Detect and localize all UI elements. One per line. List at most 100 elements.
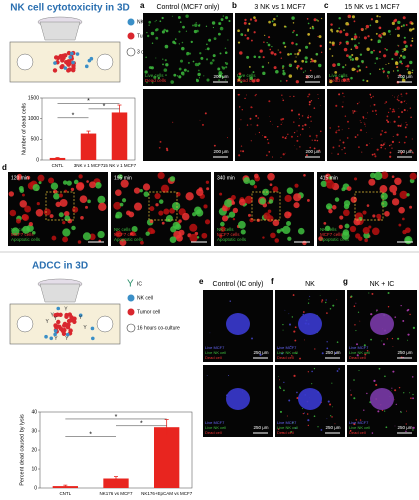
nk-cell [68,55,73,60]
cell-signal [365,66,368,69]
cell-signal [381,32,384,35]
cell-signal [356,110,358,112]
channel-label: Dead cell [349,430,366,435]
cell-signal [384,210,390,217]
cell-signal [410,22,414,25]
cell-signal [391,21,395,25]
cell-signal [406,309,409,312]
cell-signal [231,195,236,200]
panel-letter: f [271,277,274,286]
cell-signal [326,180,335,189]
cell-signal [165,147,168,150]
cell-signal [140,240,144,245]
cell-signal [397,44,399,46]
channel-label: NK cells [320,227,337,232]
cell-signal [181,73,185,76]
cell-signal [158,210,164,216]
sig-star: * [140,421,143,428]
cell-signal [281,121,283,123]
cell-signal [366,392,368,395]
cell-signal [151,81,154,84]
cell-signal [254,17,256,19]
cell-signal [359,120,361,122]
cell-signal [203,75,205,77]
cell-signal [289,52,293,56]
cell-signal [248,66,251,68]
cell-signal [246,36,250,40]
cell-signal [190,40,193,44]
cell-signal [376,309,378,312]
cell-signal [318,35,322,39]
cell-signal [295,350,296,352]
cell-signal [59,198,68,207]
cell-signal [189,233,198,243]
cell-signal [219,52,222,55]
cell-signal [262,56,265,59]
cell-signal [209,61,213,65]
cell-signal [155,203,159,207]
cell-signal [148,24,150,26]
time-label: 120 min [11,175,29,181]
cell-signal [276,229,281,234]
cell-signal [375,113,378,115]
cell-signal [253,173,259,179]
panel-title: NK + IC [370,281,395,288]
cell-signal [405,430,407,433]
cell-signal [352,112,354,114]
cell-signal [206,375,208,377]
cell-signal [267,62,270,64]
cell-signal [383,54,387,58]
legend-label: 16 hours co-culture [137,325,180,331]
cell-signal [228,375,230,377]
cell-signal [243,21,247,25]
cell-signal [387,77,389,79]
cell-signal [378,34,382,38]
cell-signal [296,68,298,70]
cell-signal [267,142,270,144]
cell-signal [172,121,174,123]
cell-signal [387,111,390,114]
cell-signal [356,343,358,346]
cell-signal [194,62,199,67]
cell-signal [183,68,187,72]
cell-signal [87,199,91,204]
cell-signal [364,123,366,125]
cell-signal [310,61,312,63]
cell-signal [120,179,129,188]
cell-signal [350,196,358,203]
cell-signal [343,203,350,210]
cell-signal [387,306,390,308]
cell-signal [384,142,386,144]
cell-signal [293,193,302,202]
cell-signal [399,60,403,64]
cell-signal [366,349,369,352]
cell-signal [332,304,335,307]
cell-signal [401,48,403,50]
cell-signal [22,193,25,197]
cell-signal [389,121,391,123]
cell-signal [400,350,402,352]
cell-signal [55,201,61,208]
cell-signal [376,15,379,18]
channel-label: NK cells [11,227,28,232]
cell-signal [274,238,280,243]
cell-signal [306,199,310,202]
cell-signal [298,113,301,116]
cell-signal [196,236,200,239]
channel-label: Dead cell [277,430,294,435]
cell-signal [376,148,379,151]
nucleus [298,313,322,335]
cell-signal [198,62,201,65]
cell-signal [302,125,304,127]
cell-signal [381,130,384,132]
cell-signal [11,227,20,236]
nk-cell [84,64,89,69]
channel-label: Live NK cell [205,425,226,430]
cell-signal [187,61,190,64]
cell-signal [370,18,374,21]
cell-signal [259,198,266,205]
cell-signal [268,36,271,39]
cell-signal [346,41,349,45]
cell-signal [366,79,369,83]
x-tick-label: 15 NK v 1 MCF7 [103,163,137,168]
